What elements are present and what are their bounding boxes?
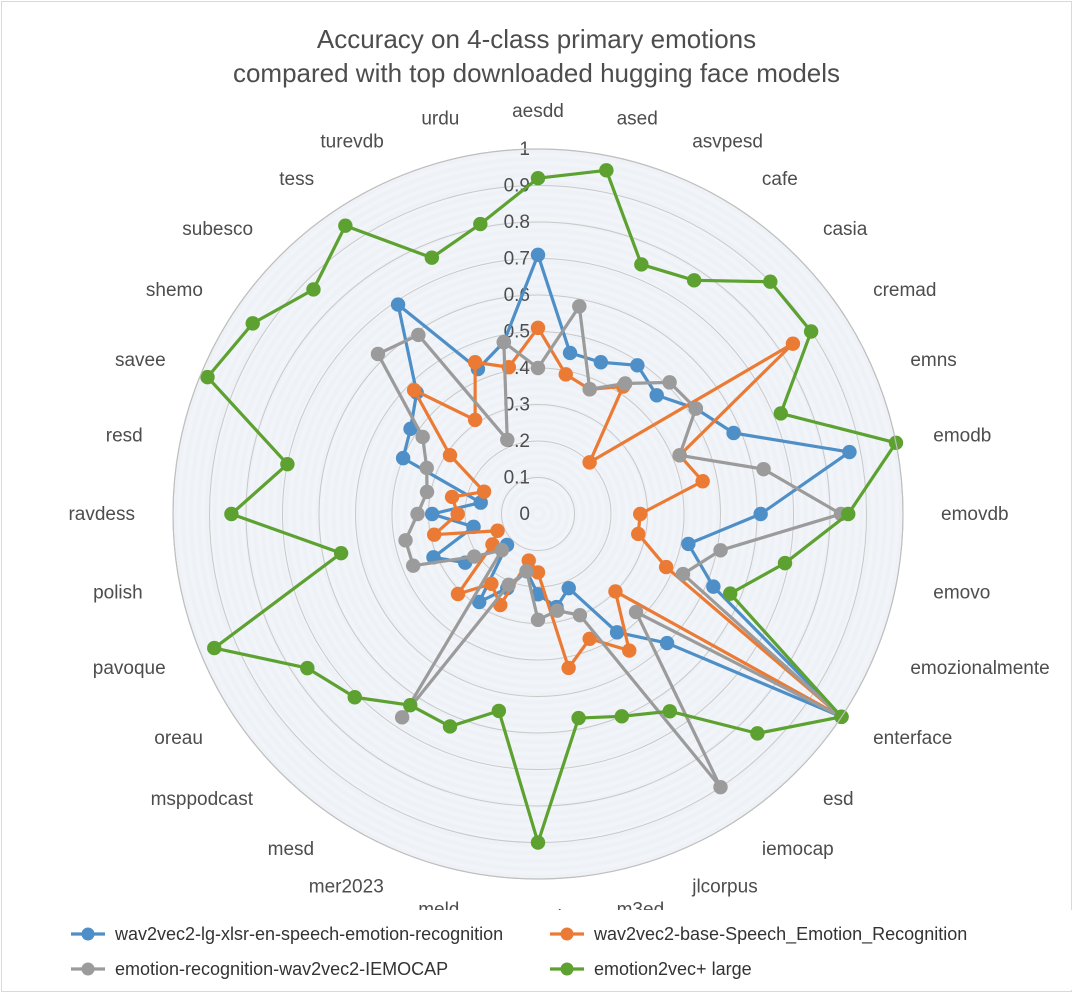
svg-text:iemocap: iemocap bbox=[762, 839, 834, 860]
svg-text:mesd: mesd bbox=[268, 839, 314, 860]
svg-text:jlcorpus: jlcorpus bbox=[691, 876, 757, 897]
svg-text:turevdb: turevdb bbox=[320, 132, 383, 153]
svg-text:shemo: shemo bbox=[146, 280, 203, 301]
svg-text:subesco: subesco bbox=[182, 219, 253, 240]
svg-text:pavoque: pavoque bbox=[93, 658, 166, 679]
svg-text:emotion2vec+ large: emotion2vec+ large bbox=[594, 959, 752, 979]
svg-text:msppodcast: msppodcast bbox=[151, 789, 254, 810]
svg-text:savee: savee bbox=[115, 350, 166, 371]
svg-text:wav2vec2-base-Speech_Emotion_R: wav2vec2-base-Speech_Emotion_Recognition bbox=[593, 924, 967, 945]
svg-text:casia: casia bbox=[823, 219, 868, 240]
svg-text:ravdess: ravdess bbox=[68, 504, 135, 525]
svg-text:0.1: 0.1 bbox=[504, 468, 530, 489]
svg-text:0.7: 0.7 bbox=[504, 249, 530, 270]
svg-text:cremad: cremad bbox=[873, 280, 936, 301]
svg-text:mer2023: mer2023 bbox=[309, 876, 384, 897]
svg-text:urdu: urdu bbox=[421, 109, 459, 130]
svg-text:asvpesd: asvpesd bbox=[692, 132, 763, 153]
svg-text:tess: tess bbox=[279, 169, 314, 190]
svg-text:emns: emns bbox=[910, 350, 956, 371]
svg-text:enterface: enterface bbox=[873, 728, 952, 749]
svg-text:cafe: cafe bbox=[762, 169, 798, 190]
svg-text:esd: esd bbox=[823, 789, 854, 810]
svg-text:aesdd: aesdd bbox=[512, 101, 564, 122]
svg-text:resd: resd bbox=[106, 425, 143, 446]
svg-text:wav2vec2-lg-xlsr-en-speech-emo: wav2vec2-lg-xlsr-en-speech-emotion-recog… bbox=[114, 924, 503, 944]
svg-text:ased: ased bbox=[617, 109, 658, 130]
svg-text:0.8: 0.8 bbox=[504, 212, 530, 233]
svg-text:emovo: emovo bbox=[933, 583, 990, 604]
svg-text:emotion-recognition-wav2vec2-I: emotion-recognition-wav2vec2-IEMOCAP bbox=[115, 959, 448, 979]
svg-text:emozionalmente: emozionalmente bbox=[910, 658, 1049, 679]
svg-text:emodb: emodb bbox=[933, 425, 991, 446]
svg-text:0: 0 bbox=[519, 504, 530, 525]
svg-text:emovdb: emovdb bbox=[941, 504, 1009, 525]
svg-text:polish: polish bbox=[93, 583, 143, 604]
svg-text:oreau: oreau bbox=[154, 728, 203, 749]
